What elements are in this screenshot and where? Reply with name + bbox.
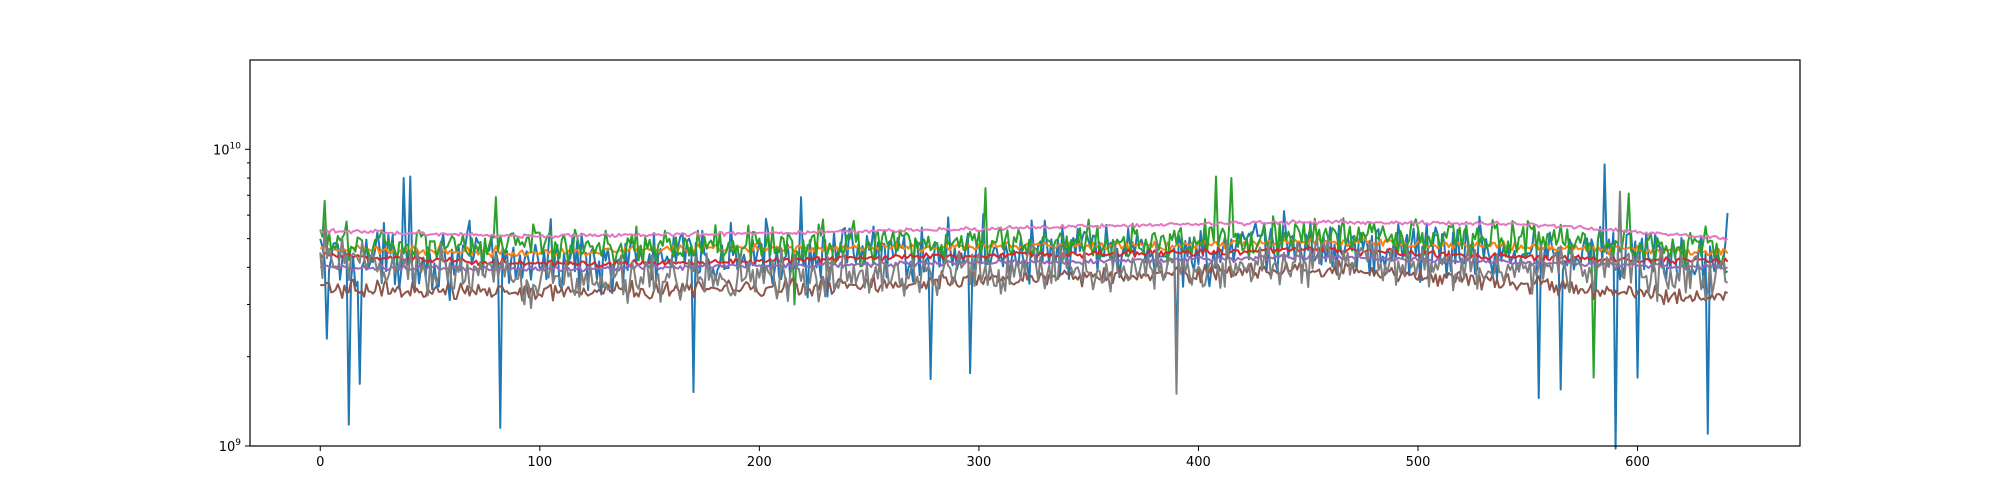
series-line-4 <box>319 245 1729 268</box>
x-tick-label: 500 <box>1406 455 1431 470</box>
y-tick-exponent: 10 <box>230 141 242 151</box>
x-tick-label: 0 <box>316 455 324 470</box>
plot-frame <box>249 59 1801 447</box>
x-axis: 0 100 200 300 400 500 600 <box>316 446 1650 470</box>
y-tick-exponent: 9 <box>235 438 241 448</box>
x-tick-label: 200 <box>747 455 772 470</box>
series-line-3 <box>319 175 1729 379</box>
x-tick-label: 300 <box>966 455 991 470</box>
x-tick-label: 100 <box>527 455 552 470</box>
x-tick-label: 600 <box>1625 455 1650 470</box>
x-tick-label: 400 <box>1186 455 1211 470</box>
y-tick-label: 1010 <box>213 141 241 158</box>
series-layer <box>319 163 1729 450</box>
y-tick-base: 10 <box>213 143 230 158</box>
series-line-8 <box>319 190 1728 395</box>
series-line-7 <box>319 218 1729 242</box>
y-tick-label: 109 <box>219 438 242 455</box>
y-tick-base: 10 <box>219 440 236 455</box>
